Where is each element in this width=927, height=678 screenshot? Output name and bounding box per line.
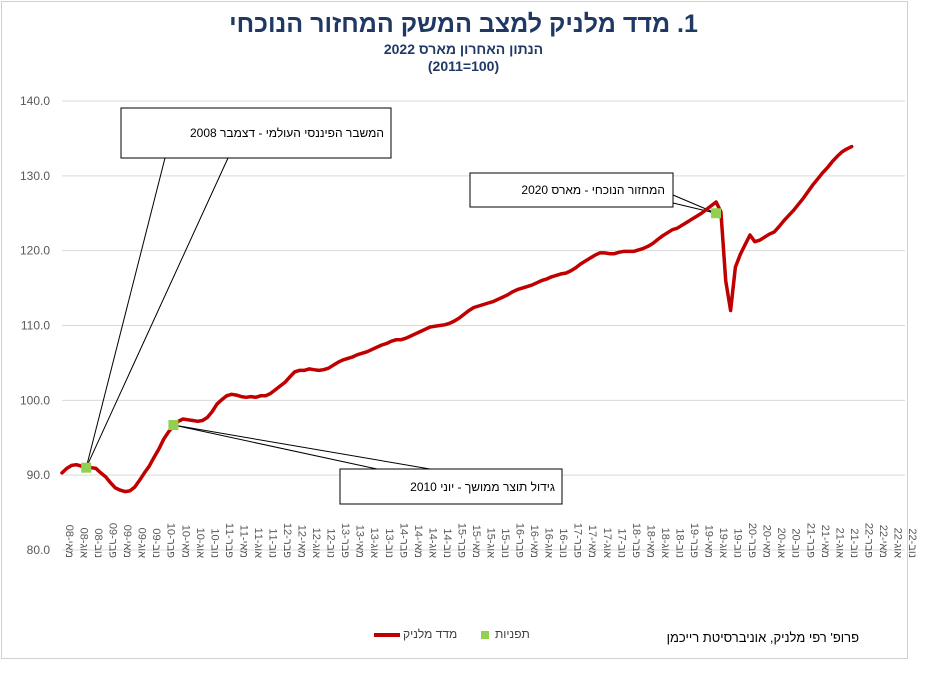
x-tick-label: נוב-12 <box>325 528 337 558</box>
annotation-leader-line <box>672 194 717 214</box>
x-tick-label: מאי-20 <box>761 525 773 558</box>
x-tick-label: נוב-21 <box>848 528 860 558</box>
x-tick-label: פבר-19 <box>688 523 700 558</box>
x-tick-label: פבר-18 <box>630 523 642 558</box>
x-tick-label: מאי-18 <box>644 525 656 558</box>
x-tick-label: אוג-09 <box>136 528 148 558</box>
x-tick-label: פבר-15 <box>455 523 467 558</box>
x-tick-label: אוג-19 <box>717 528 729 558</box>
x-tick-label: מאי-17 <box>586 525 598 558</box>
annotation-leader-line <box>85 157 229 468</box>
x-tick-label: פבר-14 <box>397 523 409 558</box>
y-tick-label: 100.0 <box>20 393 50 407</box>
x-tick-label: פבר-17 <box>572 523 584 558</box>
x-tick-label: אוג-10 <box>194 528 206 558</box>
x-tick-label: פבר-09 <box>107 523 119 558</box>
x-tick-label: אוג-13 <box>368 528 380 558</box>
x-axis: מאי-08אוג-08נוב-08פבר-09מאי-09אוג-09נוב-… <box>63 523 918 558</box>
x-tick-label: מאי-10 <box>179 525 191 558</box>
series-line-melnick-index <box>60 144 854 494</box>
annotation-box <box>469 172 674 208</box>
y-tick-label: 120.0 <box>20 244 50 258</box>
annotation-leader-line <box>173 424 431 470</box>
x-tick-label: אוג-16 <box>543 528 555 558</box>
x-tick-label: נוב-17 <box>615 528 627 558</box>
x-tick-label: מאי-11 <box>237 525 249 558</box>
legend-marker-swatch <box>481 631 489 639</box>
turning-point-marker <box>711 208 722 219</box>
x-tick-label: אוג-21 <box>833 528 845 558</box>
x-tick-label: מאי-16 <box>528 525 540 558</box>
x-tick-label: נוב-14 <box>441 528 453 558</box>
annotation-text: גידול תוצר ממושך - יוני 2010 <box>410 480 555 494</box>
x-tick-label: פבר-13 <box>339 523 351 558</box>
legend <box>374 631 489 639</box>
x-tick-label: מאי-19 <box>703 525 715 558</box>
x-tick-label: מאי-09 <box>121 525 133 558</box>
credit-text: פרופ' רפי מלניק, אוניברסיטת רייכמן <box>666 630 859 645</box>
x-tick-label: אוג-22 <box>891 528 903 558</box>
annotation-boxes: המשבר הפיננסי העולמי - דצמבר 2008 גידול ת… <box>120 107 674 505</box>
legend-marker-label: תפניות <box>495 627 530 641</box>
x-tick-label: נוב-19 <box>732 528 744 558</box>
x-tick-label: פבר-22 <box>862 523 874 558</box>
x-tick-label: פבר-11 <box>223 523 235 558</box>
annotation-text: המחזור הנוכחי - מארס 2020 <box>521 183 665 197</box>
x-tick-label: פבר-16 <box>514 523 526 558</box>
x-tick-label: אוג-18 <box>659 528 671 558</box>
chart-title: 1. מדד מלניק למצב המשק המחזור הנוכחי <box>229 10 698 38</box>
legend-line-label: מדד מלניק <box>403 627 458 641</box>
chart-subtitle-date: הנתון האחרון מארס 2022 <box>383 41 544 57</box>
x-tick-label: אוג-15 <box>485 528 497 558</box>
x-tick-label: מאי-12 <box>296 525 308 558</box>
annotation-leader-line <box>672 202 717 214</box>
x-tick-label: אוג-14 <box>426 528 438 558</box>
x-tick-label: מאי-13 <box>354 525 366 558</box>
x-tick-label: מאי-15 <box>470 525 482 558</box>
y-axis: 80.0 90.0 100.0 110.0 120.0 130.0 140.0 <box>20 94 50 557</box>
chart-frame <box>1 1 908 659</box>
chart-subtitle-base: (100=2011) <box>427 58 500 74</box>
annotation-leader-line <box>85 157 166 468</box>
turning-point-marker <box>81 462 92 473</box>
x-tick-label: נוב-09 <box>150 528 162 558</box>
y-tick-label: 140.0 <box>20 94 50 108</box>
y-tick-label: 80.0 <box>27 543 51 557</box>
annotation-text: המשבר הפיננסי העולמי - דצמבר 2008 <box>190 126 384 140</box>
x-tick-label: נוב-13 <box>383 528 395 558</box>
series-layer <box>60 144 854 494</box>
y-tick-label: 110.0 <box>21 319 50 333</box>
x-tick-label: אוג-20 <box>775 528 787 558</box>
gridlines <box>62 100 905 551</box>
x-tick-label: אוג-17 <box>601 528 613 558</box>
y-tick-label: 130.0 <box>20 169 50 183</box>
x-tick-label: פבר-21 <box>804 523 816 558</box>
x-tick-label: פבר-20 <box>746 523 758 558</box>
turning-point-markers <box>81 208 722 473</box>
x-tick-label: נוב-08 <box>92 528 104 558</box>
x-tick-label: נוב-22 <box>906 528 918 558</box>
x-tick-label: אוג-08 <box>78 528 90 558</box>
x-tick-label: מאי-21 <box>819 525 831 558</box>
x-tick-label: נוב-20 <box>790 528 802 558</box>
annotation-box <box>120 107 392 159</box>
x-tick-label: אוג-11 <box>252 528 264 558</box>
annotation-leaders <box>85 157 717 470</box>
annotation-leader-line <box>173 424 378 470</box>
annotation-box <box>339 468 563 505</box>
x-tick-label: מאי-22 <box>877 525 889 558</box>
x-tick-label: נוב-10 <box>208 528 220 558</box>
x-tick-label: נוב-15 <box>499 528 511 558</box>
x-tick-label: נוב-18 <box>673 528 685 558</box>
x-tick-label: אוג-12 <box>310 528 322 558</box>
turning-point-marker <box>168 420 179 431</box>
x-tick-label: פבר-10 <box>165 523 177 558</box>
x-tick-label: מאי-14 <box>412 525 424 558</box>
x-tick-label: נוב-11 <box>266 528 278 558</box>
y-tick-label: 90.0 <box>27 468 51 482</box>
x-tick-label: מאי-08 <box>63 525 75 558</box>
x-tick-label: נוב-16 <box>557 528 569 558</box>
x-tick-label: פבר-12 <box>281 523 293 558</box>
